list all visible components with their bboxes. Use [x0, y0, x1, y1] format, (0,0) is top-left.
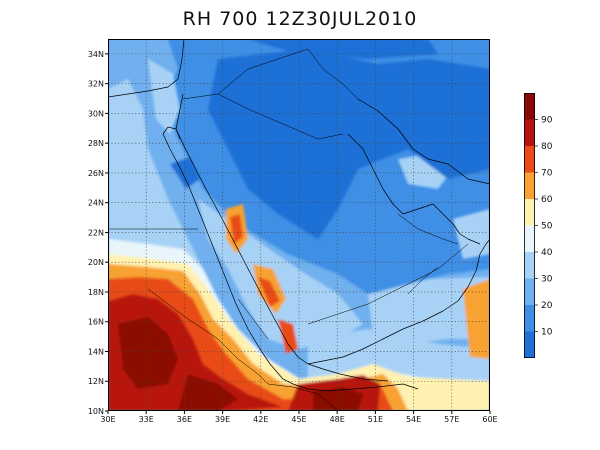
coast-sinai [162, 126, 181, 140]
legend-level-label: 90 [541, 116, 553, 126]
lat-tick-label: 16N [88, 318, 104, 327]
lon-tick-label: 48E [330, 415, 345, 424]
legend-swatch [524, 225, 535, 252]
border-yemen-oman [407, 266, 439, 295]
legend-level-label: 40 [541, 248, 553, 258]
lat-tick-label: 20N [88, 258, 104, 267]
border-saudi-north [182, 93, 344, 140]
border-ethiopia-somalia [267, 383, 339, 411]
rh-contour-20-interior [208, 49, 490, 239]
rh-contour-light-west [108, 79, 203, 269]
legend-level-label: 30 [541, 275, 553, 285]
legend-frame [524, 93, 535, 358]
legend-level-label: 60 [541, 195, 553, 205]
rh-contour-light-north [148, 59, 180, 134]
rh-map [108, 39, 490, 411]
rh-contour-90-core-b [178, 374, 238, 411]
coast-redsea-east [175, 128, 309, 365]
lat-tick-label: 12N [88, 377, 104, 386]
lat-tick-label: 34N [88, 50, 104, 59]
rh-contour-20-redsea [170, 157, 200, 189]
lon-tick-label: 42E [253, 415, 268, 424]
legend-level-label: 10 [541, 328, 553, 338]
legend-swatch [524, 305, 535, 332]
legend-swatch [524, 331, 535, 358]
lat-tick-label: 28N [88, 139, 104, 148]
latitude-ticks: 10N 12N 14N 16N 18N 20N 22N 24N 26N 28N 30N 32N 34N [88, 50, 108, 416]
legend-swatch [524, 252, 535, 279]
border-iraq [217, 48, 309, 95]
map-frame [108, 39, 490, 411]
longitude-ticks: 30E 33E 36E 39E 42E 45E 48E 51E 54E 57E 60E [100, 411, 498, 424]
rh-contour-70-east [463, 279, 490, 359]
coastlines [108, 39, 490, 392]
border-saudi-uae [397, 213, 459, 245]
lat-tick-label: 26N [88, 169, 104, 178]
map-title: RH 700 12Z30JUL2010 [182, 8, 418, 30]
coast-redsea-west [162, 133, 294, 385]
lon-tick-label: 30E [100, 415, 115, 424]
rh-contour-light-oman [453, 209, 490, 259]
coast-gulf-aqaba [175, 93, 184, 130]
lon-tick-label: 33E [139, 415, 154, 424]
lat-tick-label: 14N [88, 347, 104, 356]
legend-swatch [524, 146, 535, 173]
lat-tick-label: 24N [88, 199, 104, 208]
lat-tick-label: 10N [88, 407, 104, 416]
legend-level-label: 20 [541, 301, 553, 311]
legend-swatch [524, 119, 535, 146]
border-saudi-yemen [307, 243, 469, 325]
legend-swatch [524, 199, 535, 226]
political-borders [108, 48, 469, 411]
rh-contour-90-core [118, 317, 178, 389]
lon-tick-label: 51E [368, 415, 383, 424]
legend-colorbar: 10 20 30 40 50 60 70 80 90 [524, 93, 553, 358]
coast-persian-gulf-west [347, 133, 434, 215]
lon-tick-label: 54E [406, 415, 421, 424]
gridlines [108, 39, 490, 411]
rh-contour-80-spot-c [278, 319, 298, 354]
coast-arabia-south [307, 238, 490, 365]
lon-tick-label: 60E [482, 415, 497, 424]
coast-gulf-aden-north [307, 363, 389, 382]
legend-level-label: 70 [541, 169, 553, 179]
legend-level-label: 80 [541, 142, 553, 152]
legend-swatch [524, 278, 535, 305]
legend-level-label: 50 [541, 222, 553, 232]
lat-tick-label: 32N [88, 80, 104, 89]
coast-horn-africa [292, 383, 419, 392]
lat-tick-label: 18N [88, 288, 104, 297]
coast-persian-gulf-east [357, 98, 490, 185]
border-iran-iraq [307, 48, 359, 100]
rh-contour-90-core-c [313, 387, 363, 411]
lon-tick-label: 45E [291, 415, 306, 424]
coast-mediterranean [108, 39, 185, 98]
lon-tick-label: 57E [444, 415, 459, 424]
color-legend: 10 20 30 40 50 60 70 80 90 [522, 92, 582, 360]
rh-contour-80-spot-a [230, 214, 243, 244]
coast-oman [432, 203, 481, 245]
lat-tick-label: 22N [88, 228, 104, 237]
lon-tick-label: 36E [177, 415, 192, 424]
map-plot-area [108, 39, 490, 411]
rh-contour-light-east [368, 277, 490, 344]
lat-tick-label: 30N [88, 109, 104, 118]
legend-swatch [524, 93, 535, 120]
legend-swatch [524, 172, 535, 199]
lon-tick-label: 39E [215, 415, 230, 424]
border-sudan-ethiopia [147, 288, 269, 385]
border-eritrea [237, 298, 269, 340]
